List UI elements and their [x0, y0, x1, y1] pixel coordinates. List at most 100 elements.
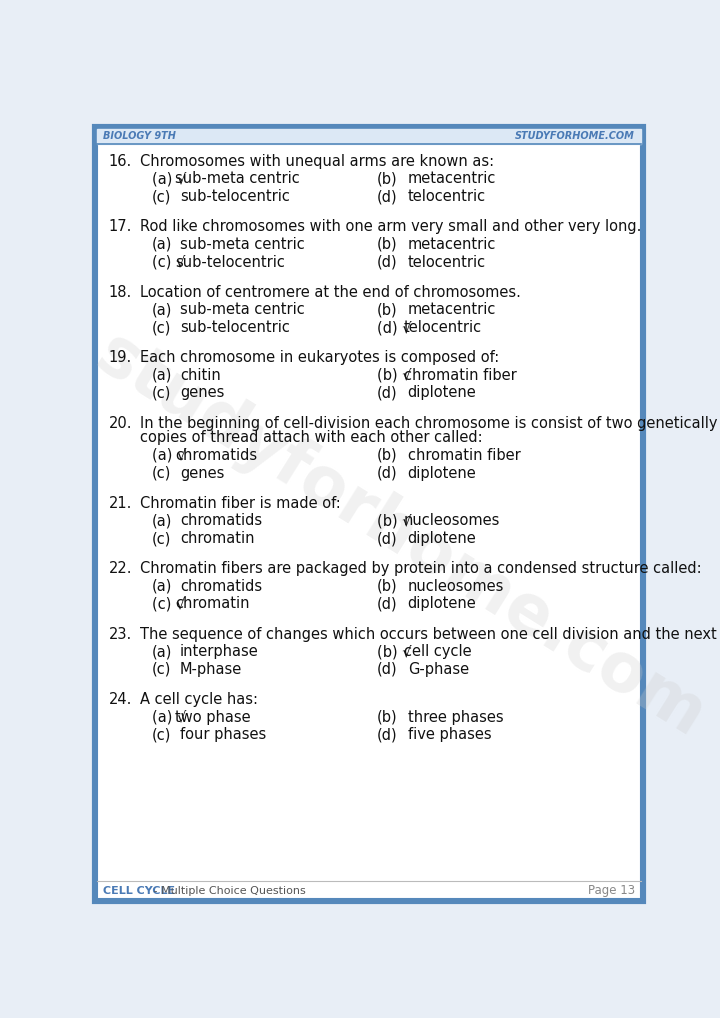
Text: (a): (a): [152, 302, 172, 318]
Text: chromatids: chromatids: [180, 513, 262, 528]
Text: (c): (c): [152, 386, 171, 400]
Text: Chromatin fibers are packaged by protein into a condensed structure called:: Chromatin fibers are packaged by protein…: [140, 561, 702, 576]
Text: metacentric: metacentric: [408, 302, 496, 318]
Text: sub-meta centric: sub-meta centric: [180, 237, 305, 251]
Text: (c): (c): [152, 189, 171, 205]
Text: diplotene: diplotene: [408, 465, 477, 480]
Text: (b): (b): [377, 710, 397, 725]
Text: (d): (d): [377, 189, 397, 205]
Text: interphase: interphase: [180, 644, 258, 660]
Text: chromatin: chromatin: [180, 531, 254, 546]
Text: diplotene: diplotene: [408, 597, 477, 612]
Text: 20.: 20.: [109, 415, 132, 431]
Text: sub-meta centric: sub-meta centric: [175, 171, 300, 186]
Text: (c): (c): [152, 531, 171, 546]
Text: (a) √: (a) √: [152, 710, 186, 725]
Text: (a) √: (a) √: [152, 171, 186, 186]
Text: (d) √: (d) √: [377, 320, 411, 335]
Text: (d): (d): [377, 597, 397, 612]
Text: (a): (a): [152, 513, 172, 528]
Text: metacentric: metacentric: [408, 171, 496, 186]
Text: three phases: three phases: [408, 710, 503, 725]
Text: (a) √: (a) √: [152, 448, 186, 463]
FancyBboxPatch shape: [97, 129, 641, 899]
Text: sub-telocentric: sub-telocentric: [180, 189, 289, 205]
Text: Chromatin fiber is made of:: Chromatin fiber is made of:: [140, 496, 341, 511]
Text: (a): (a): [152, 237, 172, 251]
Text: telocentric: telocentric: [404, 320, 482, 335]
Text: sub-telocentric: sub-telocentric: [180, 320, 289, 335]
Text: genes: genes: [180, 386, 224, 400]
Text: four phases: four phases: [180, 728, 266, 742]
Text: (c) √: (c) √: [152, 254, 185, 270]
Text: The sequence of changes which occurs between one cell division and the next is c: The sequence of changes which occurs bet…: [140, 626, 720, 641]
Text: (b): (b): [377, 579, 397, 593]
FancyBboxPatch shape: [94, 126, 644, 902]
Text: (d): (d): [377, 662, 397, 677]
Text: telocentric: telocentric: [408, 189, 486, 205]
Text: diplotene: diplotene: [408, 531, 477, 546]
Text: (b) √: (b) √: [377, 513, 411, 528]
Text: sub-telocentric: sub-telocentric: [175, 254, 285, 270]
Text: chitin: chitin: [180, 367, 220, 383]
Text: (d): (d): [377, 728, 397, 742]
Text: chromatin: chromatin: [175, 597, 250, 612]
Text: (b): (b): [377, 237, 397, 251]
Text: A cell cycle has:: A cell cycle has:: [140, 692, 258, 706]
Text: (d): (d): [377, 386, 397, 400]
Text: 24.: 24.: [109, 692, 132, 706]
Text: chromatin fiber: chromatin fiber: [408, 448, 521, 463]
Text: In the beginning of cell-division each chromosome is consist of two genetically : In the beginning of cell-division each c…: [140, 415, 720, 431]
Text: (d): (d): [377, 531, 397, 546]
Text: (d): (d): [377, 465, 397, 480]
Text: Page 13: Page 13: [588, 884, 635, 897]
Text: Location of centromere at the end of chromosomes.: Location of centromere at the end of chr…: [140, 285, 521, 299]
Text: (c): (c): [152, 465, 171, 480]
Text: (c): (c): [152, 662, 171, 677]
Text: G-phase: G-phase: [408, 662, 469, 677]
Text: nucleosomes: nucleosomes: [404, 513, 500, 528]
Text: (a): (a): [152, 367, 172, 383]
Text: telocentric: telocentric: [408, 254, 486, 270]
Text: studyforhome.com: studyforhome.com: [83, 321, 717, 751]
Text: (b): (b): [377, 171, 397, 186]
Text: STUDYFORHOME.COM: STUDYFORHOME.COM: [515, 131, 635, 142]
Text: (b) √: (b) √: [377, 644, 411, 660]
Text: (a): (a): [152, 579, 172, 593]
Text: (b): (b): [377, 448, 397, 463]
Text: genes: genes: [180, 465, 224, 480]
Text: metacentric: metacentric: [408, 237, 496, 251]
Text: chromatids: chromatids: [175, 448, 257, 463]
Text: BIOLOGY 9TH: BIOLOGY 9TH: [103, 131, 176, 142]
Text: (b) √: (b) √: [377, 367, 411, 383]
Text: (c) √: (c) √: [152, 597, 185, 612]
Text: nucleosomes: nucleosomes: [408, 579, 504, 593]
Text: 17.: 17.: [109, 219, 132, 234]
Text: copies of thread attach with each other called:: copies of thread attach with each other …: [140, 431, 483, 445]
Text: chromatids: chromatids: [180, 579, 262, 593]
Text: Rod like chromosomes with one arm very small and other very long.: Rod like chromosomes with one arm very s…: [140, 219, 642, 234]
Text: Chromosomes with unequal arms are known as:: Chromosomes with unequal arms are known …: [140, 154, 495, 169]
Text: 22.: 22.: [109, 561, 132, 576]
Text: 16.: 16.: [109, 154, 132, 169]
Text: chromatin fiber: chromatin fiber: [404, 367, 517, 383]
Text: - Multiple Choice Questions: - Multiple Choice Questions: [150, 886, 305, 896]
Text: 18.: 18.: [109, 285, 132, 299]
Text: (d): (d): [377, 254, 397, 270]
Text: (a): (a): [152, 644, 172, 660]
Text: Each chromosome in eukaryotes is composed of:: Each chromosome in eukaryotes is compose…: [140, 350, 500, 365]
Text: (c): (c): [152, 728, 171, 742]
Text: 19.: 19.: [109, 350, 132, 365]
Text: sub-meta centric: sub-meta centric: [180, 302, 305, 318]
Bar: [97, 129, 641, 144]
Text: CELL CYCLE: CELL CYCLE: [103, 886, 175, 896]
Text: two phase: two phase: [175, 710, 251, 725]
Text: cell cycle: cell cycle: [404, 644, 472, 660]
Text: diplotene: diplotene: [408, 386, 477, 400]
Text: M-phase: M-phase: [180, 662, 242, 677]
Text: (b): (b): [377, 302, 397, 318]
Text: five phases: five phases: [408, 728, 491, 742]
Text: 23.: 23.: [109, 626, 132, 641]
Text: (c): (c): [152, 320, 171, 335]
Text: 21.: 21.: [109, 496, 132, 511]
